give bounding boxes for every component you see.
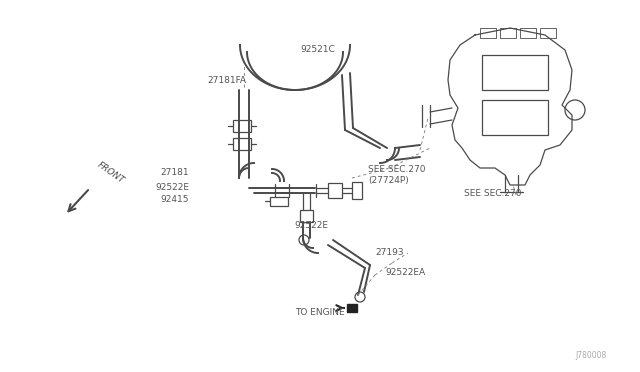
Text: (27724P): (27724P) bbox=[368, 176, 409, 185]
Polygon shape bbox=[347, 304, 357, 312]
Text: 27181FA: 27181FA bbox=[207, 76, 246, 85]
Text: 92522E: 92522E bbox=[294, 221, 328, 230]
Text: 27193: 27193 bbox=[375, 248, 404, 257]
Text: 27181: 27181 bbox=[160, 168, 189, 177]
Text: FRONT: FRONT bbox=[96, 160, 126, 185]
Text: 92415: 92415 bbox=[160, 195, 189, 204]
Text: 92522EA: 92522EA bbox=[385, 268, 425, 277]
Text: SEE SEC.270: SEE SEC.270 bbox=[368, 165, 426, 174]
Text: TO ENGINE: TO ENGINE bbox=[295, 308, 344, 317]
Text: 92521C: 92521C bbox=[300, 45, 335, 54]
Text: J780008: J780008 bbox=[575, 351, 606, 360]
Text: SEE SEC.270: SEE SEC.270 bbox=[464, 189, 522, 198]
Text: 92522E: 92522E bbox=[155, 183, 189, 192]
